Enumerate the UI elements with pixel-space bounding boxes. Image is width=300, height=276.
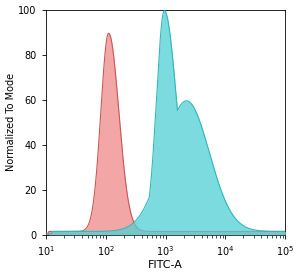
X-axis label: FITC-A: FITC-A bbox=[148, 261, 183, 270]
Y-axis label: Normalized To Mode: Normalized To Mode bbox=[6, 73, 16, 171]
